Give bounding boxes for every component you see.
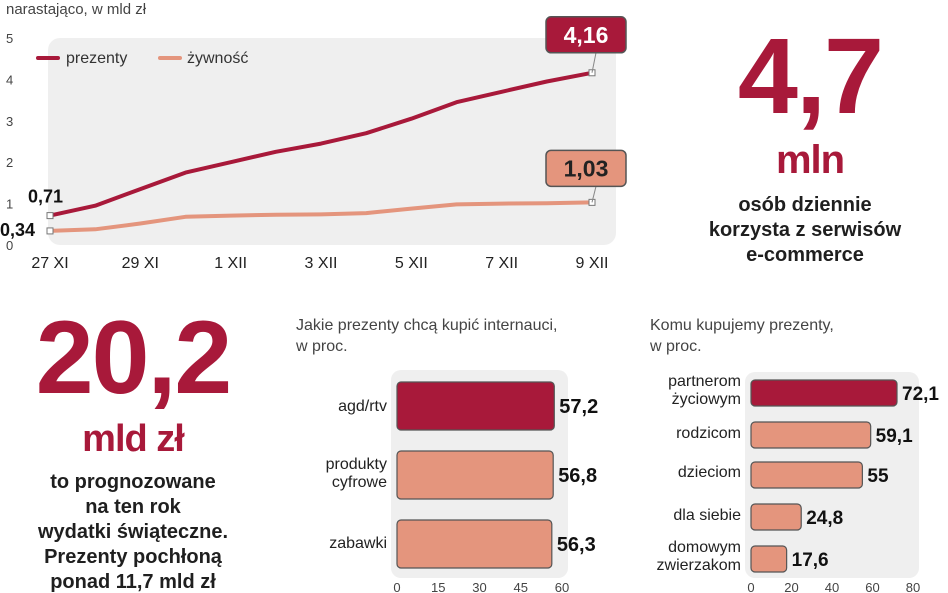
bar-x-tick-label: 20 bbox=[784, 580, 798, 593]
bar-3 bbox=[750, 503, 802, 531]
x-tick-label: 9 XII bbox=[576, 255, 609, 272]
bar-x-tick-label: 15 bbox=[431, 580, 445, 593]
bar-chart-1-title-line1: Jakie prezenty chcą kupić internauci, bbox=[296, 317, 558, 334]
bar1-label-zabawki: zabawki bbox=[329, 535, 387, 552]
end-label-leader-0 bbox=[591, 52, 597, 73]
line-chart-legend: prezenty żywność bbox=[36, 50, 248, 67]
bar2-label-rodzicom: rodzicom bbox=[676, 425, 741, 442]
bar-x-tick-label: 80 bbox=[906, 580, 920, 593]
x-tick-label: 5 XII bbox=[395, 255, 428, 272]
x-tick-label: 27 XI bbox=[31, 255, 68, 272]
bar-x-tick-label: 60 bbox=[555, 580, 569, 593]
bar-0 bbox=[396, 381, 555, 431]
series-line-1 bbox=[48, 200, 594, 233]
stat-users-unit: mln bbox=[775, 138, 845, 182]
bar-4 bbox=[750, 545, 788, 573]
bar-1 bbox=[396, 450, 554, 500]
bar-chart-2-title: Komu kupujemy prezenty, w proc. bbox=[650, 316, 834, 358]
line-chart: 0 1 2 3 4 5 27 XI 29 XI 1 XII 3 XII 5 XII 7 XII 9 X… bbox=[0, 16, 627, 272]
stat-spend-unit: mld zł bbox=[82, 418, 185, 460]
stat-spend-line4: Prezenty pochłoną bbox=[44, 546, 222, 568]
bar-x-tick-label: 40 bbox=[825, 580, 839, 593]
bar1-label-cyfrowe: produkty cyfrowe bbox=[280, 456, 387, 493]
bar-chart-2-title-line2: w proc. bbox=[650, 337, 702, 355]
line-chart-value-labels: 0,71 4,16 0,34 1,03 bbox=[0, 16, 627, 240]
bar-1 bbox=[750, 421, 872, 449]
y-tick-label: 3 bbox=[6, 114, 13, 129]
start-value-label-1: 0,34 bbox=[0, 220, 35, 240]
x-tick-label: 7 XII bbox=[485, 255, 518, 272]
bar-x-tick-label: 0 bbox=[747, 580, 754, 593]
y-tick-label: 2 bbox=[6, 155, 13, 170]
stat-spend-description: to prognozowane na ten rok wydatki świąt… bbox=[0, 470, 266, 593]
bar-value-label-0: 72,1 bbox=[902, 384, 939, 405]
end-value-label-0: 4,16 bbox=[564, 22, 609, 48]
x-tick-label: 1 XII bbox=[214, 255, 247, 272]
stat-users-line3: e-commerce bbox=[746, 244, 864, 266]
bar1-label-agd: agd/rtv bbox=[338, 398, 387, 415]
bar1-label-cyfrowe-line1: produkty bbox=[325, 456, 387, 473]
bar-0 bbox=[750, 379, 898, 407]
line-chart-subtitle: narastająco, w mld zł bbox=[6, 1, 147, 18]
bar2-label-partnerom-line1: partnerom bbox=[668, 373, 741, 390]
bar-value-label-2: 55 bbox=[867, 466, 889, 487]
series-point-0-0 bbox=[46, 212, 54, 220]
y-tick-label: 0 bbox=[6, 238, 13, 253]
series-point-1-0 bbox=[46, 227, 54, 235]
end-label-box-1 bbox=[545, 149, 627, 188]
stat-users-line1: osób dziennie bbox=[738, 194, 872, 216]
bar-chart-2-title-line1: Komu kupujemy prezenty, bbox=[650, 317, 834, 334]
bar-x-tick-label: 45 bbox=[514, 580, 528, 593]
bar-x-tick-label: 0 bbox=[393, 580, 400, 593]
bar2-label-zwierzakom-line1: domowym bbox=[668, 539, 741, 556]
bar2-label-dzieciom: dzieciom bbox=[677, 464, 741, 481]
bar-value-label-0: 57,2 bbox=[559, 396, 598, 418]
bar-chart-1-title-line2: w proc. bbox=[296, 337, 348, 355]
stat-spend-value: 20,2 bbox=[35, 300, 232, 416]
bar-chart-1: 57,2 56,8 56,3 0 15 30 45 60 bbox=[391, 370, 598, 593]
x-tick-label: 29 XI bbox=[122, 255, 159, 272]
stat-spend-line5: ponad 11,7 mld zł bbox=[50, 571, 216, 593]
bar2-label-partnerom-line2: życiowym bbox=[671, 391, 741, 409]
stat-users-line2: korzysta z serwisów bbox=[708, 219, 902, 241]
bar-value-label-4: 17,6 bbox=[792, 550, 829, 571]
x-tick-label: 3 XII bbox=[305, 255, 338, 272]
bar-x-tick-label: 30 bbox=[472, 580, 486, 593]
series-line-0 bbox=[48, 70, 594, 218]
bar-chart-1-title: Jakie prezenty chcą kupić internauci, w … bbox=[296, 316, 557, 358]
y-tick-label: 5 bbox=[6, 31, 13, 46]
legend-zywnosc: żywność bbox=[187, 50, 248, 67]
stat-users-value: 4,7 bbox=[737, 15, 884, 136]
bar1-label-cyfrowe-line2: cyfrowe bbox=[331, 474, 387, 492]
bar2-label-partnerom: partnerom życiowym bbox=[630, 373, 741, 410]
bar-value-label-3: 24,8 bbox=[806, 508, 843, 529]
stat-spend-line3: wydatki świąteczne. bbox=[37, 521, 229, 543]
bar2-label-zwierzakom: domowym zwierzakom bbox=[630, 539, 741, 576]
end-value-label-1: 1,03 bbox=[564, 155, 609, 181]
bar-2 bbox=[396, 519, 553, 569]
bar-2 bbox=[750, 461, 863, 489]
line-chart-x-axis: 27 XI 29 XI 1 XII 3 XII 5 XII 7 XII 9 XII bbox=[31, 255, 608, 272]
stat-spend-line1: to prognozowane bbox=[50, 471, 216, 493]
line-chart-y-axis: 0 1 2 3 4 5 bbox=[6, 31, 13, 253]
bar-chart-2: 72,1 59,1 55 24,8 17,6 0 20 40 60 80 bbox=[745, 372, 939, 593]
stat-users-description: osób dziennie korzysta z serwisów e-comm… bbox=[660, 193, 948, 268]
bar-value-label-1: 56,8 bbox=[558, 465, 597, 487]
bar2-label-zwierzakom-line2: zwierzakom bbox=[656, 557, 741, 575]
bar2-label-dla-siebie: dla siebie bbox=[673, 507, 741, 524]
start-value-label-0: 0,71 bbox=[28, 187, 63, 207]
bar-value-label-2: 56,3 bbox=[557, 534, 596, 556]
end-label-box-0 bbox=[545, 16, 627, 54]
bar-x-tick-label: 60 bbox=[865, 580, 879, 593]
end-label-leader-1 bbox=[591, 186, 597, 203]
stat-spend-line2: na ten rok bbox=[85, 496, 181, 518]
bar-value-label-1: 59,1 bbox=[876, 426, 913, 447]
y-tick-label: 4 bbox=[6, 72, 13, 87]
legend-prezenty: prezenty bbox=[66, 50, 127, 67]
y-tick-label: 1 bbox=[6, 197, 13, 212]
